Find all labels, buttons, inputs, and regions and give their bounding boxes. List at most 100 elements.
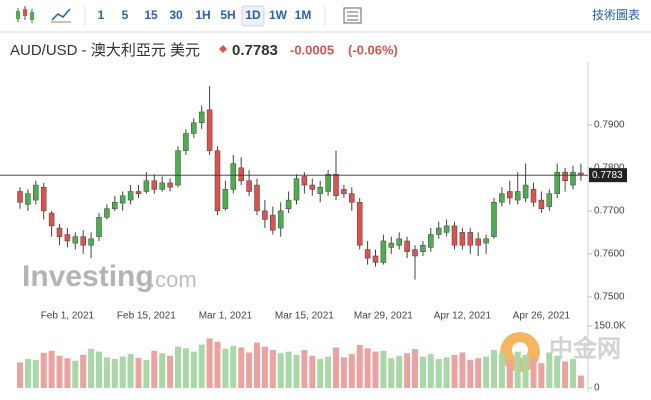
candle-body — [191, 122, 197, 134]
volume-bar — [301, 349, 308, 388]
volume-bar — [127, 354, 134, 388]
y-tick-label: 0.7800 — [594, 163, 625, 174]
candle-body — [562, 171, 568, 182]
volume-bar — [577, 375, 584, 388]
interval-button[interactable]: 1H — [195, 8, 210, 22]
x-tick-label: Apr 26, 2021 — [513, 311, 571, 322]
candle-body — [396, 238, 402, 246]
interval-button[interactable]: 30 — [169, 8, 183, 22]
volume-bar — [372, 351, 379, 388]
volume-bar — [111, 359, 118, 388]
candle-body — [119, 195, 126, 204]
candle-body — [420, 244, 426, 252]
candle-body — [112, 202, 118, 209]
candle-body — [570, 171, 576, 186]
volume-bar — [546, 352, 553, 388]
volume-bar — [435, 359, 442, 388]
candle-body — [412, 249, 418, 257]
candle-body — [64, 234, 71, 242]
volume-tick-label: 0 — [594, 383, 600, 394]
volume-bar — [159, 353, 166, 388]
interval-button[interactable]: 1W — [269, 8, 288, 22]
interval-button[interactable]: 5 — [122, 8, 129, 22]
volume-bar — [459, 352, 466, 388]
candle-body — [33, 184, 39, 201]
volume-bar — [530, 357, 537, 388]
volume-bar — [356, 345, 363, 388]
candle-body — [80, 236, 86, 246]
interval-button[interactable]: 1 — [98, 8, 105, 22]
volume-bar — [254, 342, 260, 388]
candle-body — [183, 133, 189, 151]
interval-button[interactable]: 1D — [245, 8, 261, 22]
volume-bar — [48, 350, 55, 388]
price-change-percent: (-0.06%) — [348, 42, 398, 57]
candle-body — [230, 163, 237, 190]
y-tick-label: 0.7900 — [594, 120, 625, 131]
volume-bar — [17, 362, 23, 388]
volume-bar — [119, 356, 126, 388]
x-tick-label: Mar 1, 2021 — [199, 311, 253, 322]
candle-body — [522, 184, 529, 199]
volume-bar — [427, 354, 434, 388]
chart-settings-icon[interactable] — [343, 7, 362, 24]
volume-bar — [498, 353, 505, 388]
candle-body — [372, 255, 379, 263]
interval-button[interactable]: 5H — [220, 8, 235, 22]
candle-body — [491, 202, 497, 237]
volume-bar — [443, 357, 450, 388]
volume-bar — [103, 357, 110, 388]
volume-bar — [230, 345, 237, 388]
watermark: Investing .com — [22, 260, 197, 293]
candle-body — [293, 178, 300, 201]
candle-body — [459, 232, 466, 246]
candle-body — [349, 193, 355, 203]
volume-bar — [412, 349, 418, 388]
volume-bar — [396, 355, 403, 388]
technical-chart-link[interactable]: 技術圖表 — [592, 8, 640, 22]
volume-bar — [151, 350, 158, 388]
candle-icon[interactable] — [16, 6, 34, 23]
volume-bar — [238, 347, 245, 388]
candle-body — [380, 240, 387, 263]
volume-bar — [419, 356, 426, 388]
candle-body — [499, 193, 505, 203]
volume-bar — [554, 355, 561, 388]
candle-body — [388, 242, 395, 248]
candle-body — [325, 174, 331, 192]
candle-body — [554, 171, 560, 194]
volume-bar — [64, 358, 71, 388]
candle-body — [475, 238, 481, 246]
candle-body — [483, 238, 489, 244]
volume-bar — [467, 359, 474, 388]
y-tick-label: 0.7700 — [594, 205, 625, 216]
candle-body — [96, 217, 102, 237]
volume-bar — [562, 361, 569, 388]
candle-body — [309, 184, 316, 190]
candle-body — [364, 249, 371, 259]
watermark-brand: Investing — [22, 260, 154, 293]
interval-button[interactable]: 15 — [144, 8, 158, 22]
interval-button[interactable]: 1M — [295, 8, 312, 22]
volume-bar — [317, 359, 324, 388]
candle-body — [56, 227, 63, 237]
volume-bar — [175, 346, 181, 388]
candle-body — [246, 180, 252, 192]
volume-bar — [293, 354, 300, 388]
volume-bar — [380, 350, 387, 388]
candle-body — [135, 191, 142, 194]
volume-bar — [333, 347, 339, 388]
candle-body — [151, 180, 158, 190]
volume-bar — [277, 353, 284, 388]
candle-body — [341, 189, 347, 194]
candle-body — [238, 167, 244, 182]
candle-body — [451, 225, 458, 246]
x-tick-label: Apr 12, 2021 — [434, 311, 492, 322]
volume-bar — [404, 353, 411, 388]
line-icon[interactable] — [51, 8, 71, 23]
candle-body — [206, 109, 213, 151]
volume-bar — [506, 359, 513, 388]
x-tick-label: Mar 29, 2021 — [354, 311, 413, 322]
volume-bar — [483, 356, 490, 388]
